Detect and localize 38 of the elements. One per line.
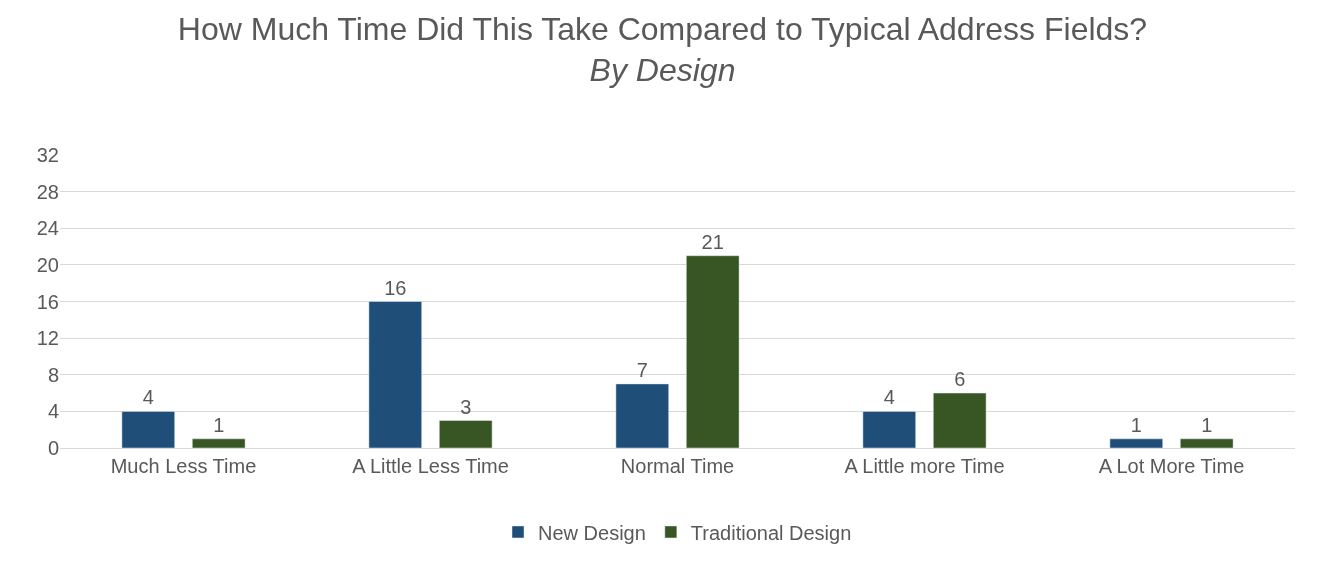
legend-label: Traditional Design bbox=[690, 521, 852, 544]
x-tick-label: Much Less Time bbox=[110, 455, 257, 477]
bar bbox=[439, 420, 493, 448]
chart-title: How Much Time Did This Take Compared to Typical Address Fields? bbox=[177, 10, 1148, 47]
y-tick-label: 8 bbox=[47, 363, 59, 386]
data-label: 4 bbox=[142, 386, 154, 409]
data-label: 1 bbox=[1130, 413, 1142, 436]
chart-subtitle: By Design bbox=[589, 52, 736, 89]
bar bbox=[121, 411, 175, 448]
data-label: 7 bbox=[636, 358, 648, 381]
data-label: 16 bbox=[384, 276, 407, 299]
data-label: 6 bbox=[954, 368, 966, 391]
bar bbox=[1109, 438, 1163, 448]
y-tick-label: 32 bbox=[36, 144, 59, 166]
x-tick-label: A Little Less Time bbox=[352, 455, 509, 477]
y-tick-label: 0 bbox=[47, 437, 59, 459]
y-tick-label: 16 bbox=[36, 290, 59, 313]
bar bbox=[933, 392, 987, 448]
bar bbox=[368, 301, 422, 448]
y-tick-label: 24 bbox=[36, 217, 59, 240]
data-label: 1 bbox=[1201, 413, 1213, 436]
data-label: 3 bbox=[460, 395, 472, 418]
x-tick-label: A Little more Time bbox=[844, 455, 1005, 477]
bar bbox=[1180, 438, 1234, 448]
y-tick-label: 20 bbox=[36, 253, 59, 276]
data-label: 21 bbox=[701, 230, 724, 253]
x-tick-label: A Lot More Time bbox=[1098, 455, 1245, 477]
y-tick-label: 12 bbox=[36, 327, 59, 350]
y-tick-label: 28 bbox=[36, 180, 59, 203]
data-label: 4 bbox=[883, 386, 895, 409]
bar bbox=[862, 411, 916, 448]
y-tick-label: 4 bbox=[47, 400, 59, 423]
bar bbox=[686, 255, 740, 448]
x-tick-label: Normal Time bbox=[620, 455, 735, 477]
bar bbox=[192, 438, 246, 448]
legend-label: New Design bbox=[538, 521, 646, 544]
bar bbox=[615, 383, 669, 448]
data-label: 1 bbox=[213, 413, 225, 436]
